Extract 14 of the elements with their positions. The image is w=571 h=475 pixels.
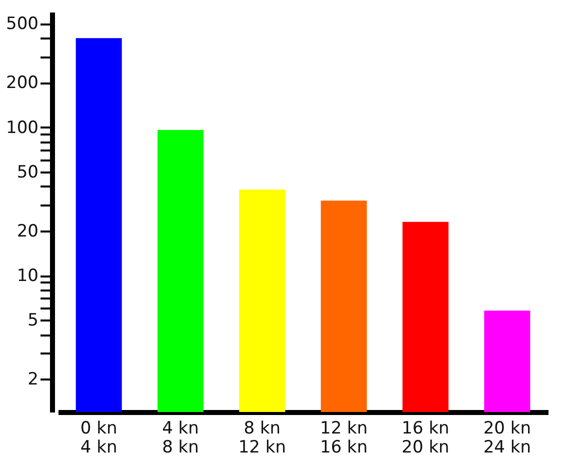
y-tick-label: 2 bbox=[28, 370, 38, 390]
y-tick-label: 500 bbox=[6, 14, 38, 34]
x-tick-label: 16 kn 20 kn bbox=[402, 418, 450, 458]
x-tick-label: 12 kn 16 kn bbox=[320, 418, 368, 458]
x-tick-label: 0 kn 4 kn bbox=[80, 418, 118, 458]
x-tick-label: 20 kn 24 kn bbox=[483, 418, 531, 458]
y-tick-label: 20 bbox=[16, 221, 38, 242]
y-tick-label: 200 bbox=[6, 73, 38, 94]
y-tick-label: 100 bbox=[6, 118, 38, 138]
y-tick-label: 5 bbox=[28, 310, 38, 331]
y-tick-label: 50 bbox=[16, 162, 38, 182]
x-tick-label: 8 kn 12 kn bbox=[238, 418, 286, 458]
y-tick-label: 10 bbox=[16, 266, 38, 286]
x-tick-label: 4 kn 8 kn bbox=[162, 418, 199, 458]
